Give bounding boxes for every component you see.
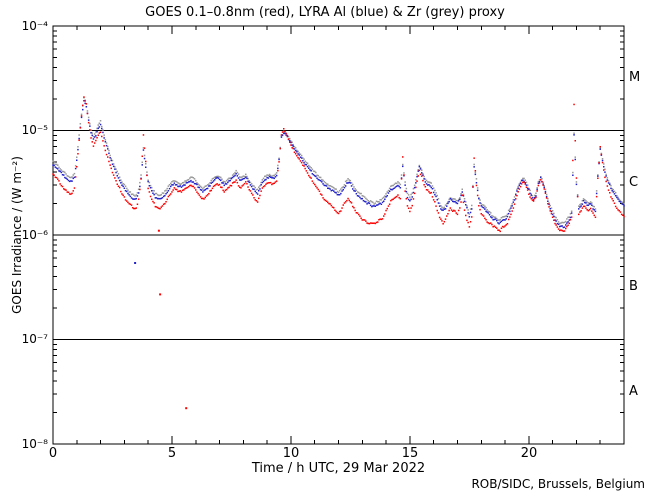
flare-class-label-m: M: [629, 70, 641, 85]
y-tick-label-1e-7: 10⁻⁷: [21, 332, 48, 346]
x-axis-label: Time / h UTC, 29 Mar 2022: [251, 461, 426, 476]
credit-text: ROB/SIDC, Brussels, Belgium: [471, 477, 645, 491]
flare-class-label-a: A: [629, 384, 638, 399]
y-axis-label: GOES Irradiance / (W m⁻²): [10, 156, 24, 314]
flare-class-label-b: B: [629, 279, 638, 294]
x-tick-label-20: 20: [520, 446, 538, 461]
y-tick-label-1e-5: 10⁻⁵: [21, 123, 48, 137]
y-tick-label-1e-4: 10⁻⁴: [21, 19, 48, 33]
x-tick-label-5: 5: [167, 446, 177, 461]
x-tick-label-15: 15: [401, 446, 419, 461]
plot-title: GOES 0.1–0.8nm (red), LYRA Al (blue) & Z…: [145, 5, 505, 20]
x-tick-label-10: 10: [282, 446, 300, 461]
flare-class-label-c: C: [629, 175, 639, 190]
x-tick-label-0: 0: [48, 446, 58, 461]
y-tick-label-1e-8: 10⁻⁸: [21, 437, 48, 451]
y-tick-label-1e-6: 10⁻⁶: [21, 228, 48, 242]
